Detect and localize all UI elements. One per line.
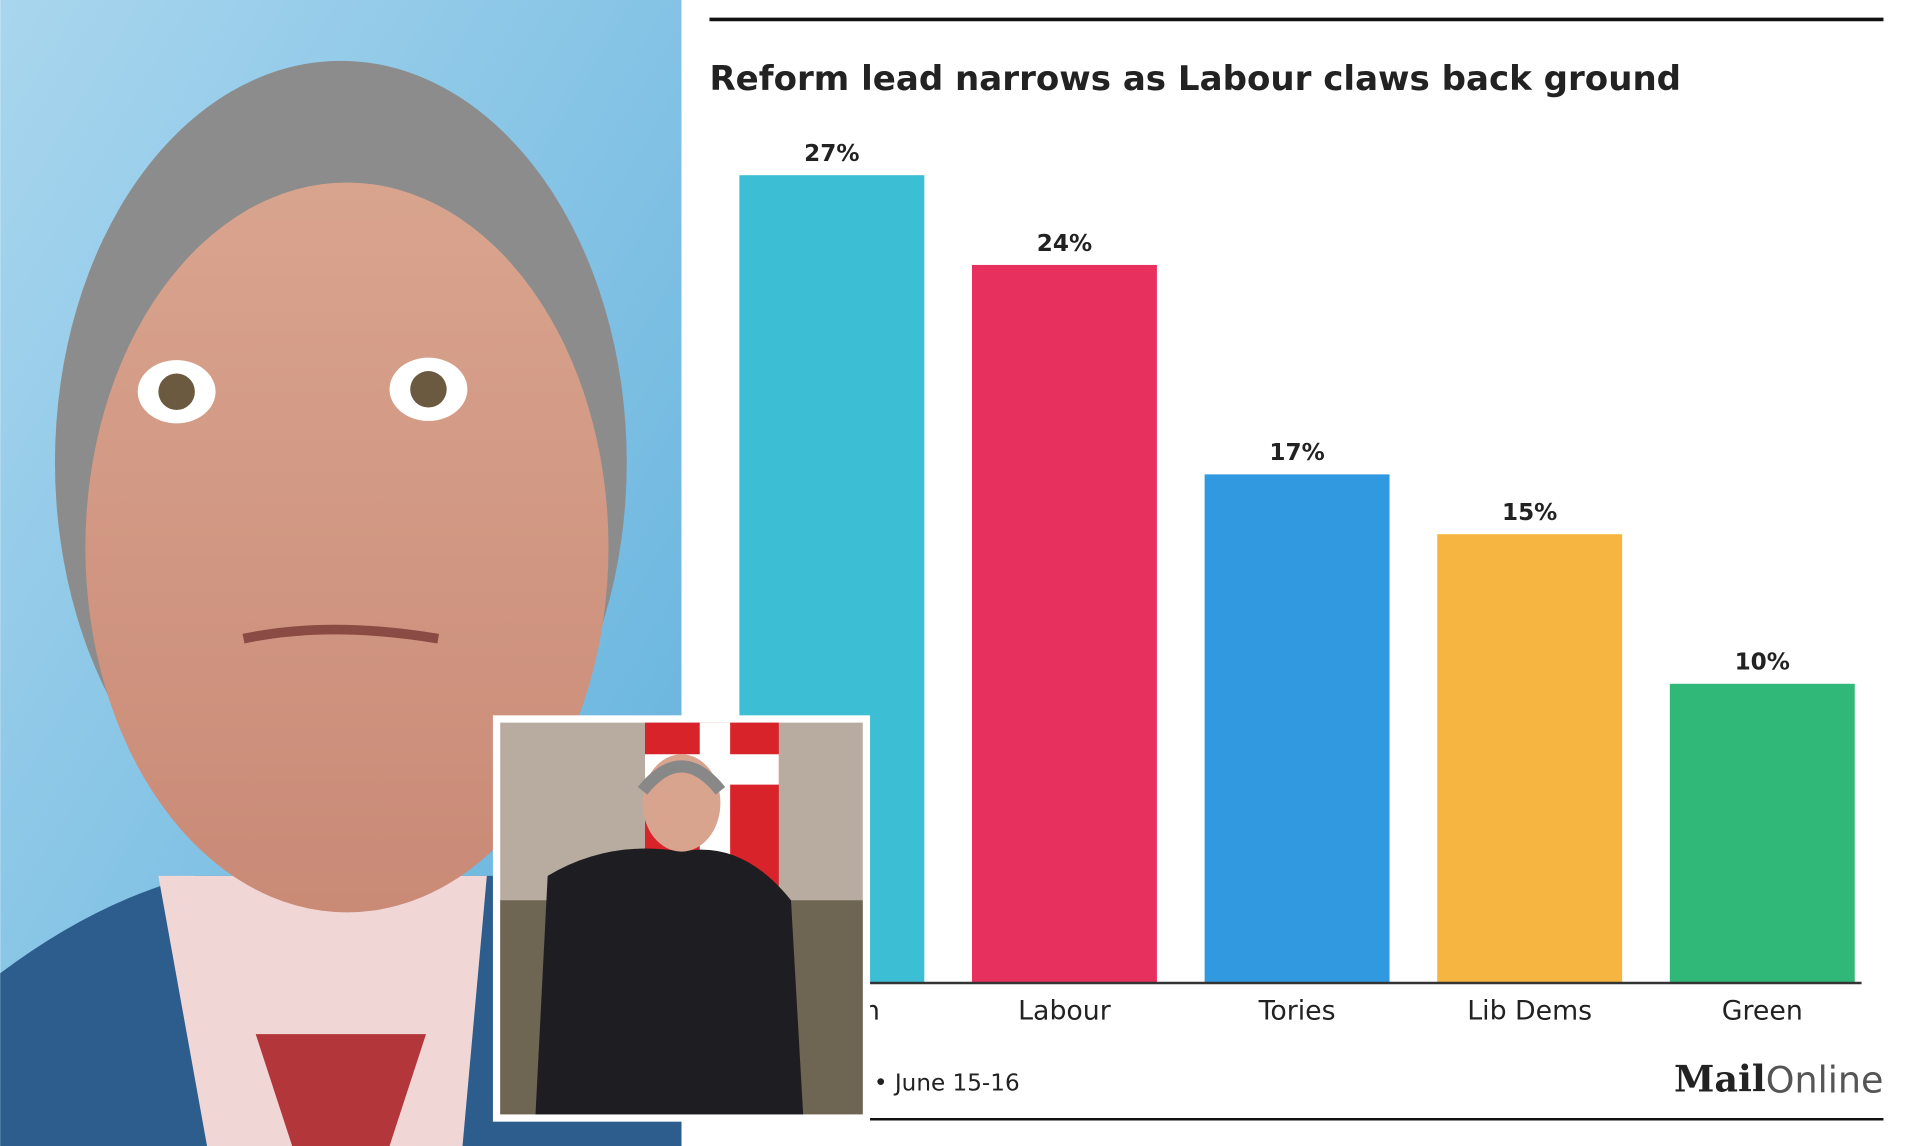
bar — [972, 264, 1157, 983]
logo-bold: Mail — [1674, 1057, 1766, 1100]
value-label: 17% — [1269, 440, 1324, 466]
chart-title: Reform lead narrows as Labour claws back… — [709, 59, 1681, 99]
logo-light: Online — [1766, 1058, 1884, 1101]
value-label: 27% — [804, 141, 859, 167]
value-label: 15% — [1502, 500, 1557, 526]
bar — [1437, 534, 1623, 983]
bar — [1669, 683, 1855, 983]
value-label: 10% — [1735, 650, 1790, 676]
bar — [1204, 474, 1390, 983]
x-tick-label: Labour — [1018, 996, 1111, 1027]
x-tick-label: Lib Dems — [1467, 996, 1592, 1027]
value-label: 24% — [1037, 231, 1092, 257]
x-tick-label: Tories — [1258, 996, 1336, 1027]
logo: MailOnline — [1674, 1057, 1883, 1101]
inset-photo — [492, 715, 871, 1122]
x-tick-label: Green — [1722, 996, 1803, 1027]
